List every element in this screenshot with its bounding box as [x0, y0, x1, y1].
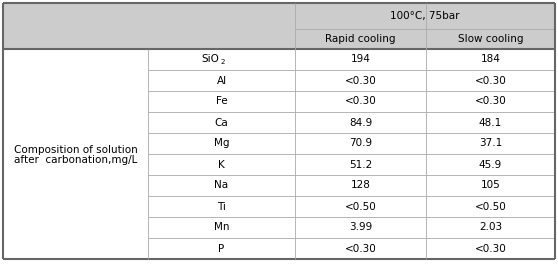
Text: P: P — [218, 244, 225, 253]
Text: <0.30: <0.30 — [345, 96, 377, 107]
Text: 2: 2 — [220, 59, 225, 65]
Text: 84.9: 84.9 — [349, 118, 372, 127]
Text: <0.30: <0.30 — [345, 244, 377, 253]
Text: Ti: Ti — [217, 202, 226, 211]
Text: 51.2: 51.2 — [349, 160, 372, 169]
Text: <0.50: <0.50 — [345, 202, 377, 211]
Text: <0.30: <0.30 — [475, 244, 506, 253]
Text: K: K — [218, 160, 225, 169]
Text: 3.99: 3.99 — [349, 222, 372, 233]
Text: 37.1: 37.1 — [479, 138, 502, 149]
Text: 2.03: 2.03 — [479, 222, 502, 233]
Text: 105: 105 — [480, 180, 501, 191]
Text: Slow cooling: Slow cooling — [458, 34, 523, 44]
Text: Mg: Mg — [214, 138, 229, 149]
Text: <0.30: <0.30 — [345, 76, 377, 85]
Text: 100°C, 75bar: 100°C, 75bar — [390, 11, 460, 21]
Text: Composition of solution: Composition of solution — [13, 145, 137, 155]
Text: 128: 128 — [350, 180, 371, 191]
Text: Al: Al — [217, 76, 227, 85]
Text: Rapid cooling: Rapid cooling — [325, 34, 396, 44]
Text: 45.9: 45.9 — [479, 160, 502, 169]
Text: 184: 184 — [480, 54, 501, 64]
Text: Ca: Ca — [215, 118, 228, 127]
Text: Mn: Mn — [214, 222, 229, 233]
Text: 70.9: 70.9 — [349, 138, 372, 149]
Text: <0.30: <0.30 — [475, 76, 506, 85]
Text: <0.30: <0.30 — [475, 96, 506, 107]
Text: after  carbonation,mg/L: after carbonation,mg/L — [14, 155, 137, 165]
Text: Fe: Fe — [216, 96, 227, 107]
Text: 194: 194 — [350, 54, 371, 64]
Text: 48.1: 48.1 — [479, 118, 502, 127]
Text: Na: Na — [214, 180, 229, 191]
Text: SiO: SiO — [201, 54, 219, 64]
Text: <0.50: <0.50 — [475, 202, 506, 211]
Bar — [3, 3, 555, 49]
Bar — [3, 49, 555, 259]
